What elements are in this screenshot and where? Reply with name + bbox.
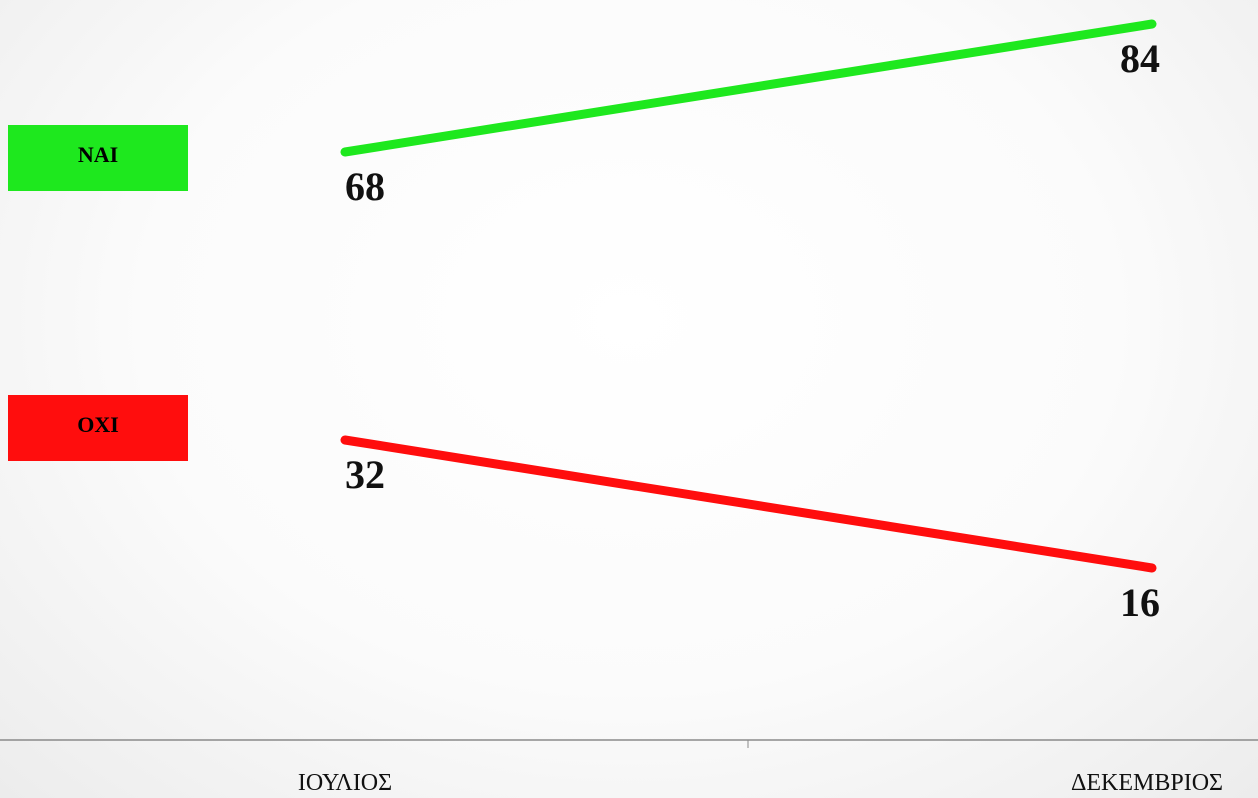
legend-label-yes: ΝΑΙ	[77, 142, 119, 167]
series-line-no	[340, 435, 1157, 573]
data-label: 68	[345, 164, 385, 209]
series-line-yes	[340, 19, 1157, 157]
legend-item-yes: ΝΑΙ	[8, 125, 188, 191]
data-label: 16	[1120, 580, 1160, 625]
x-tick-label: ΔΕΚΕΜΒΡΙΟΣ	[1071, 770, 1223, 796]
x-tick-label: ΙΟΥΛΙΟΣ	[298, 770, 392, 796]
data-label: 84	[1120, 36, 1160, 81]
legend-label-no: ΟΧΙ	[77, 412, 119, 437]
data-label: 32	[345, 452, 385, 497]
legend-item-no: ΟΧΙ	[8, 395, 188, 461]
